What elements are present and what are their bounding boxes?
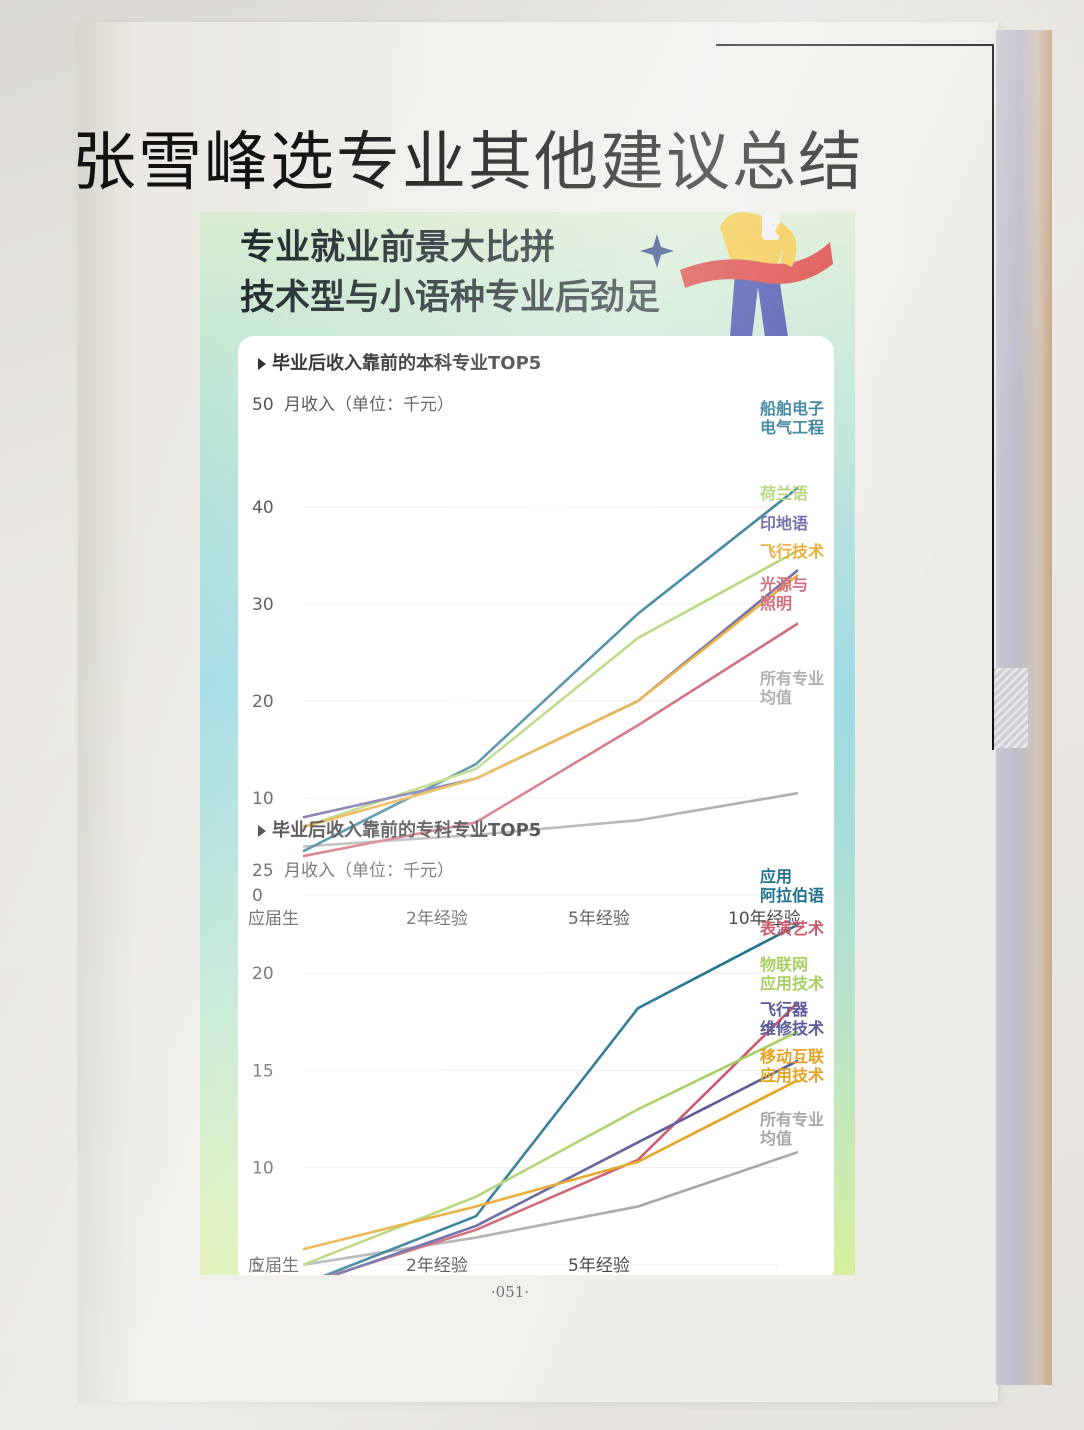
infographic-subheadline: 技术型与小语种专业后劲足 [240,278,661,318]
infographic-image: 专业就业前景大比拼 技术型与小语种专业后劲足 毕业后收入靠前的本科专业TOP5 5… [200,212,855,1275]
y-tick-label: 30 [252,595,274,615]
legend-label: 均值 [760,688,792,707]
y-axis-top-tick: 50 [252,395,274,415]
title-arrow-icon [258,825,266,837]
legend-label: 均值 [760,1129,792,1148]
decorative-rule-horizontal [716,44,994,46]
legend-label: 电气工程 [760,418,824,437]
series-line [302,622,799,858]
legend-label: 应用 [760,867,792,886]
series-line [322,923,799,1275]
x-tick-label: 5年经验 [568,909,630,929]
y-axis-top-tick: 25 [252,861,274,881]
x-tick-label: 10年经验 [728,909,801,929]
legend-label: 光源与 [759,575,808,594]
page-number: ·051· [490,1283,530,1301]
legend-label: 印地语 [760,514,808,533]
y-tick-label: 0 [252,886,263,906]
legend-label: 阿拉伯语 [760,886,824,905]
x-tick-label: 2年经验 [406,1256,468,1275]
legend-label: 应用技术 [760,1066,824,1085]
chart-card: 毕业后收入靠前的本科专业TOP5 50 月收入（单位：千元） 0 10 20 30 40 应届生… [238,336,834,1275]
infographic-headline: 专业就业前景大比拼 [240,228,556,268]
legend-label: 船舶电子 [760,399,824,418]
x-tick-label: 2年经验 [406,909,468,929]
series-line [302,549,799,829]
charts-canvas: 毕业后收入靠前的本科专业TOP5 50 月收入（单位：千元） 0 10 20 30 40 应届生… [248,352,824,1275]
y-tick-label: 20 [252,692,274,712]
series-line [302,573,799,829]
chart-title: 毕业后收入靠前的专科专业TOP5 [272,819,541,841]
legend-label: 移动互联 [760,1047,824,1066]
legend-label: 所有专业 [760,669,824,688]
legend-label: 飞行技术 [760,542,824,561]
x-tick-label: 应届生 [248,1256,299,1275]
runner-illustration-icon [680,212,833,337]
legend-label: 荷兰语 [760,484,808,503]
legend-label: 照明 [760,594,792,613]
page-title: 张雪峰选专业其他建议总结 [72,126,864,200]
legend-label: 维修技术 [760,1019,824,1038]
chart-title: 毕业后收入靠前的本科专业TOP5 [272,352,541,374]
decorative-rule-vertical [992,44,994,750]
legend-label: 飞行器 [760,1000,809,1019]
legend-label: 应用技术 [760,974,824,993]
decorative-stripe [994,668,1028,748]
title-arrow-icon [258,358,266,370]
series-line [302,1030,799,1267]
sparkle-icon [640,234,674,268]
legend-label: 物联网 [760,955,808,974]
series-line [302,1078,799,1251]
y-axis-label: 月收入（单位：千元） [284,395,454,415]
series-line [302,791,799,848]
y-tick-label: 40 [252,498,274,518]
x-tick-label: 应届生 [248,909,299,929]
y-tick-label: 5 [252,1256,263,1275]
legend-label: 所有专业 [760,1110,824,1129]
y-tick-label: 20 [252,964,274,984]
series-line [328,1001,799,1275]
series-line [302,486,799,853]
y-tick-label: 10 [252,1159,274,1179]
y-axis-label: 月收入（单位：千元） [284,861,454,881]
series-line [302,1150,799,1267]
x-tick-label: 5年经验 [568,1256,630,1275]
legend-label: 表演艺术 [759,919,824,938]
y-tick-label: 15 [252,1061,274,1081]
y-tick-label: 10 [252,789,274,809]
